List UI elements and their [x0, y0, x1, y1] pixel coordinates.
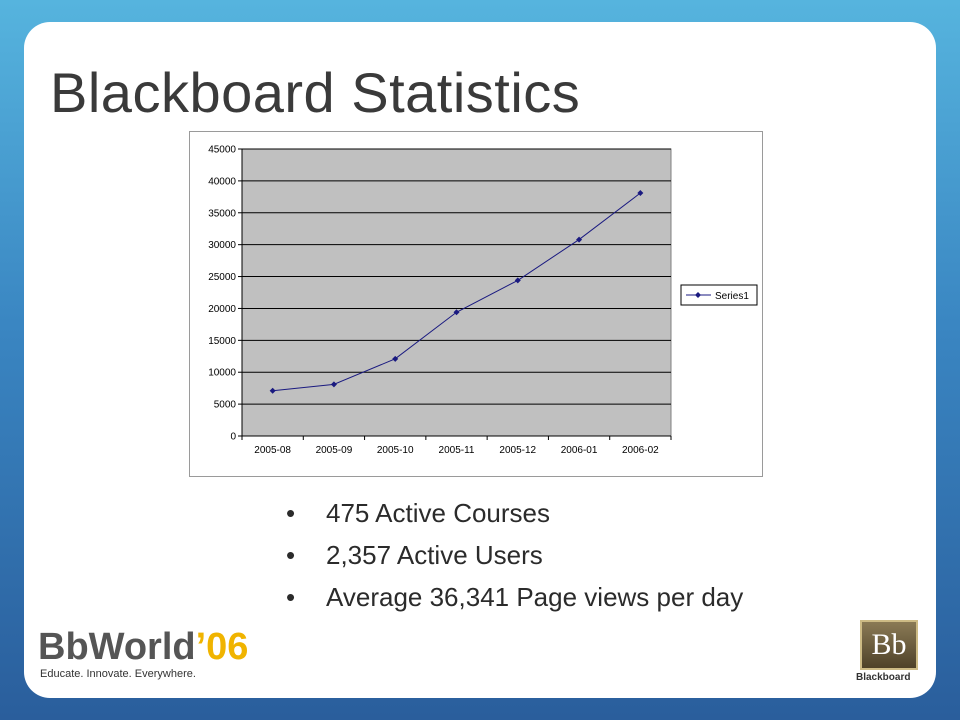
- bullet-marker: •: [286, 540, 296, 570]
- bbworld-wordmark: BbWorld’06: [38, 626, 248, 669]
- bbworld-logo: BbWorld’06 Educate. Innovate. Everywhere…: [38, 626, 268, 686]
- x-tick-label: 2006-02: [622, 445, 659, 456]
- y-tick-label: 5000: [214, 400, 237, 411]
- bullet-text: 475 Active Courses: [326, 498, 551, 528]
- blackboard-logo: Bb Blackboard: [852, 620, 924, 688]
- y-tick-label: 25000: [208, 272, 236, 283]
- y-tick-label: 0: [230, 432, 236, 443]
- x-tick-label: 2005-09: [316, 445, 353, 456]
- y-tick-label: 40000: [208, 176, 236, 187]
- data-point: [392, 355, 399, 362]
- y-tick-label: 30000: [208, 240, 236, 251]
- bbworld-year: ’06: [195, 626, 249, 668]
- y-tick-label: 20000: [208, 304, 236, 315]
- bullet-item: • 475 Active Courses: [286, 498, 746, 528]
- x-tick-label: 2005-08: [254, 445, 291, 456]
- legend-box: [680, 284, 758, 306]
- bb-mark-icon: Bb: [860, 620, 918, 670]
- y-tick-label: 10000: [208, 368, 236, 379]
- chart: 0 5000 10000 15000 20000 25000 30000 35000 40000…: [189, 131, 763, 477]
- bullet-text: 2,357 Active Users: [326, 540, 543, 570]
- data-point: [269, 387, 276, 394]
- bbworld-word: BbWorld: [38, 626, 196, 668]
- bullet-marker: •: [286, 498, 296, 528]
- data-point: [576, 236, 583, 243]
- line-chart-svg: 0 5000 10000 15000 20000 25000 30000 35000 40000…: [208, 145, 758, 456]
- bullet-item: • Average 36,341 Page views per day: [286, 582, 746, 612]
- bullet-marker: •: [286, 582, 296, 612]
- bullet-item: • 2,357 Active Users: [286, 540, 746, 570]
- y-tick-label: 35000: [208, 208, 236, 219]
- legend-label: Series1: [715, 291, 749, 302]
- stats-bullet-list: • 475 Active Courses • 2,357 Active User…: [286, 498, 746, 624]
- data-point: [330, 381, 337, 388]
- data-point: [453, 309, 460, 316]
- y-tick-label: 15000: [208, 336, 236, 347]
- plot-area: [241, 148, 672, 437]
- slide-title: Blackboard Statistics: [50, 61, 581, 124]
- bullet-text: Average 36,341 Page views per day: [326, 582, 744, 612]
- x-tick-label: 2005-11: [439, 445, 475, 456]
- x-tick-label: 2005-10: [377, 445, 414, 456]
- slide: Blackboard Statistics 0 5000 10000 15000 200…: [24, 22, 936, 698]
- data-point: [637, 190, 644, 197]
- blackboard-name: Blackboard: [856, 672, 911, 683]
- legend-marker: [695, 292, 701, 298]
- x-tick-label: 2006-01: [561, 445, 598, 456]
- data-point: [514, 277, 521, 284]
- y-tick-label: 45000: [208, 145, 236, 156]
- x-tick-label: 2005-12: [499, 445, 536, 456]
- bbworld-tagline: Educate. Innovate. Everywhere.: [40, 668, 196, 680]
